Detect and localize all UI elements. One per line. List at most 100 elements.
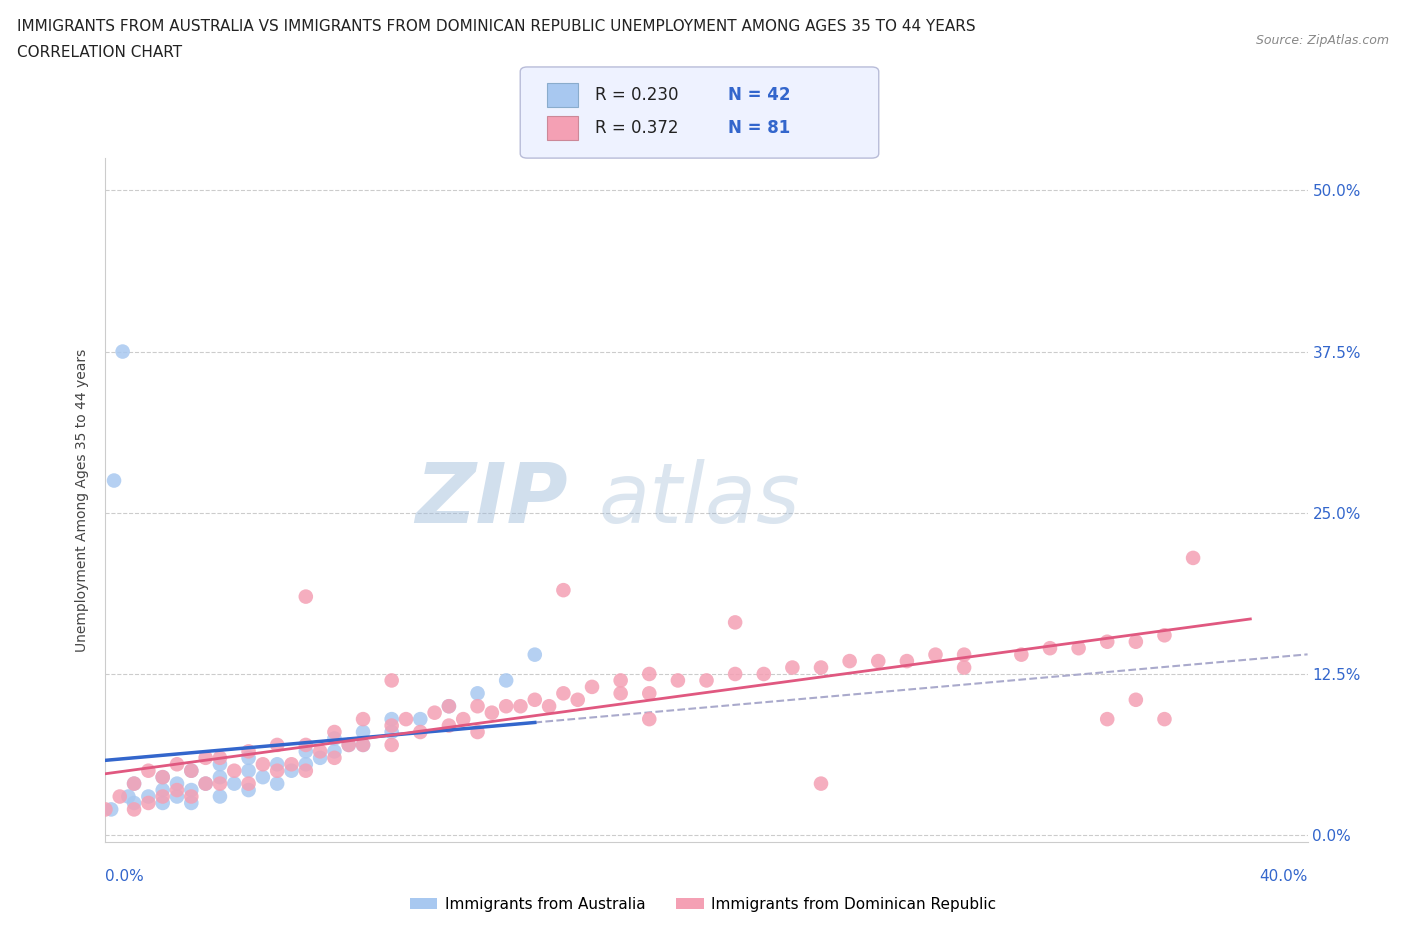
Y-axis label: Unemployment Among Ages 35 to 44 years: Unemployment Among Ages 35 to 44 years	[76, 348, 90, 652]
Point	[724, 615, 747, 630]
Point	[180, 764, 202, 778]
Point	[724, 667, 747, 682]
Point	[152, 783, 174, 798]
Text: N = 42: N = 42	[728, 86, 790, 104]
Point	[467, 698, 489, 713]
Point	[152, 795, 174, 810]
Point	[1010, 647, 1032, 662]
Point	[295, 590, 318, 604]
Point	[238, 783, 260, 798]
Point	[323, 724, 346, 739]
Point	[166, 789, 188, 804]
Point	[352, 724, 374, 739]
Point	[1125, 634, 1147, 649]
Point	[481, 705, 503, 720]
Point	[266, 764, 288, 778]
Point	[1125, 692, 1147, 707]
Text: R = 0.230: R = 0.230	[595, 86, 678, 104]
Point	[638, 686, 661, 701]
Text: ZIP: ZIP	[416, 459, 568, 540]
Point	[138, 764, 160, 778]
Point	[323, 731, 346, 746]
Text: N = 81: N = 81	[728, 119, 790, 138]
Text: 40.0%: 40.0%	[1260, 869, 1308, 883]
Text: 0.0%: 0.0%	[105, 869, 145, 883]
Legend: Immigrants from Australia, Immigrants from Dominican Republic: Immigrants from Australia, Immigrants fr…	[404, 891, 1002, 918]
Point	[309, 751, 332, 765]
Text: R = 0.372: R = 0.372	[595, 119, 678, 138]
Text: CORRELATION CHART: CORRELATION CHART	[17, 45, 181, 60]
Point	[295, 737, 318, 752]
Point	[280, 757, 302, 772]
Point	[152, 770, 174, 785]
Point	[437, 718, 460, 733]
Point	[1095, 711, 1118, 726]
Point	[337, 737, 360, 752]
Point	[208, 789, 231, 804]
Point	[166, 757, 188, 772]
Point	[194, 777, 217, 791]
Point	[953, 647, 976, 662]
Point	[238, 744, 260, 759]
Point	[111, 344, 134, 359]
Point	[409, 711, 432, 726]
Point	[567, 692, 589, 707]
Point	[266, 737, 288, 752]
Point	[238, 764, 260, 778]
Point	[252, 770, 274, 785]
Point	[423, 705, 446, 720]
Point	[208, 751, 231, 765]
Point	[100, 802, 122, 817]
Point	[451, 711, 474, 726]
Point	[553, 686, 575, 701]
Point	[238, 777, 260, 791]
Point	[352, 737, 374, 752]
Point	[117, 789, 139, 804]
Point	[122, 777, 145, 791]
Point	[553, 583, 575, 598]
Point	[696, 673, 718, 688]
Point	[180, 783, 202, 798]
Point	[868, 654, 890, 669]
Point	[381, 711, 404, 726]
Point	[323, 744, 346, 759]
Point	[1095, 634, 1118, 649]
Point	[953, 660, 976, 675]
Point	[108, 789, 131, 804]
Point	[208, 777, 231, 791]
Point	[1153, 628, 1175, 643]
Point	[194, 777, 217, 791]
Point	[1153, 711, 1175, 726]
Point	[1067, 641, 1090, 656]
Point	[152, 770, 174, 785]
Point	[138, 795, 160, 810]
Point	[381, 718, 404, 733]
Point	[523, 647, 546, 662]
Point	[180, 795, 202, 810]
Point	[122, 777, 145, 791]
Point	[352, 737, 374, 752]
Point	[381, 673, 404, 688]
Point	[180, 789, 202, 804]
Point	[896, 654, 918, 669]
Point	[208, 770, 231, 785]
Point	[381, 724, 404, 739]
Point	[538, 698, 561, 713]
Text: atlas: atlas	[599, 459, 800, 540]
Point	[194, 751, 217, 765]
Point	[581, 680, 603, 695]
Point	[224, 764, 246, 778]
Point	[638, 711, 661, 726]
Point	[295, 757, 318, 772]
Point	[166, 777, 188, 791]
Point	[838, 654, 860, 669]
Point	[495, 698, 517, 713]
Point	[266, 777, 288, 791]
Point	[437, 698, 460, 713]
Point	[810, 660, 832, 675]
Point	[280, 764, 302, 778]
Point	[122, 802, 145, 817]
Point	[752, 667, 775, 682]
Point	[166, 783, 188, 798]
Point	[1182, 551, 1205, 565]
